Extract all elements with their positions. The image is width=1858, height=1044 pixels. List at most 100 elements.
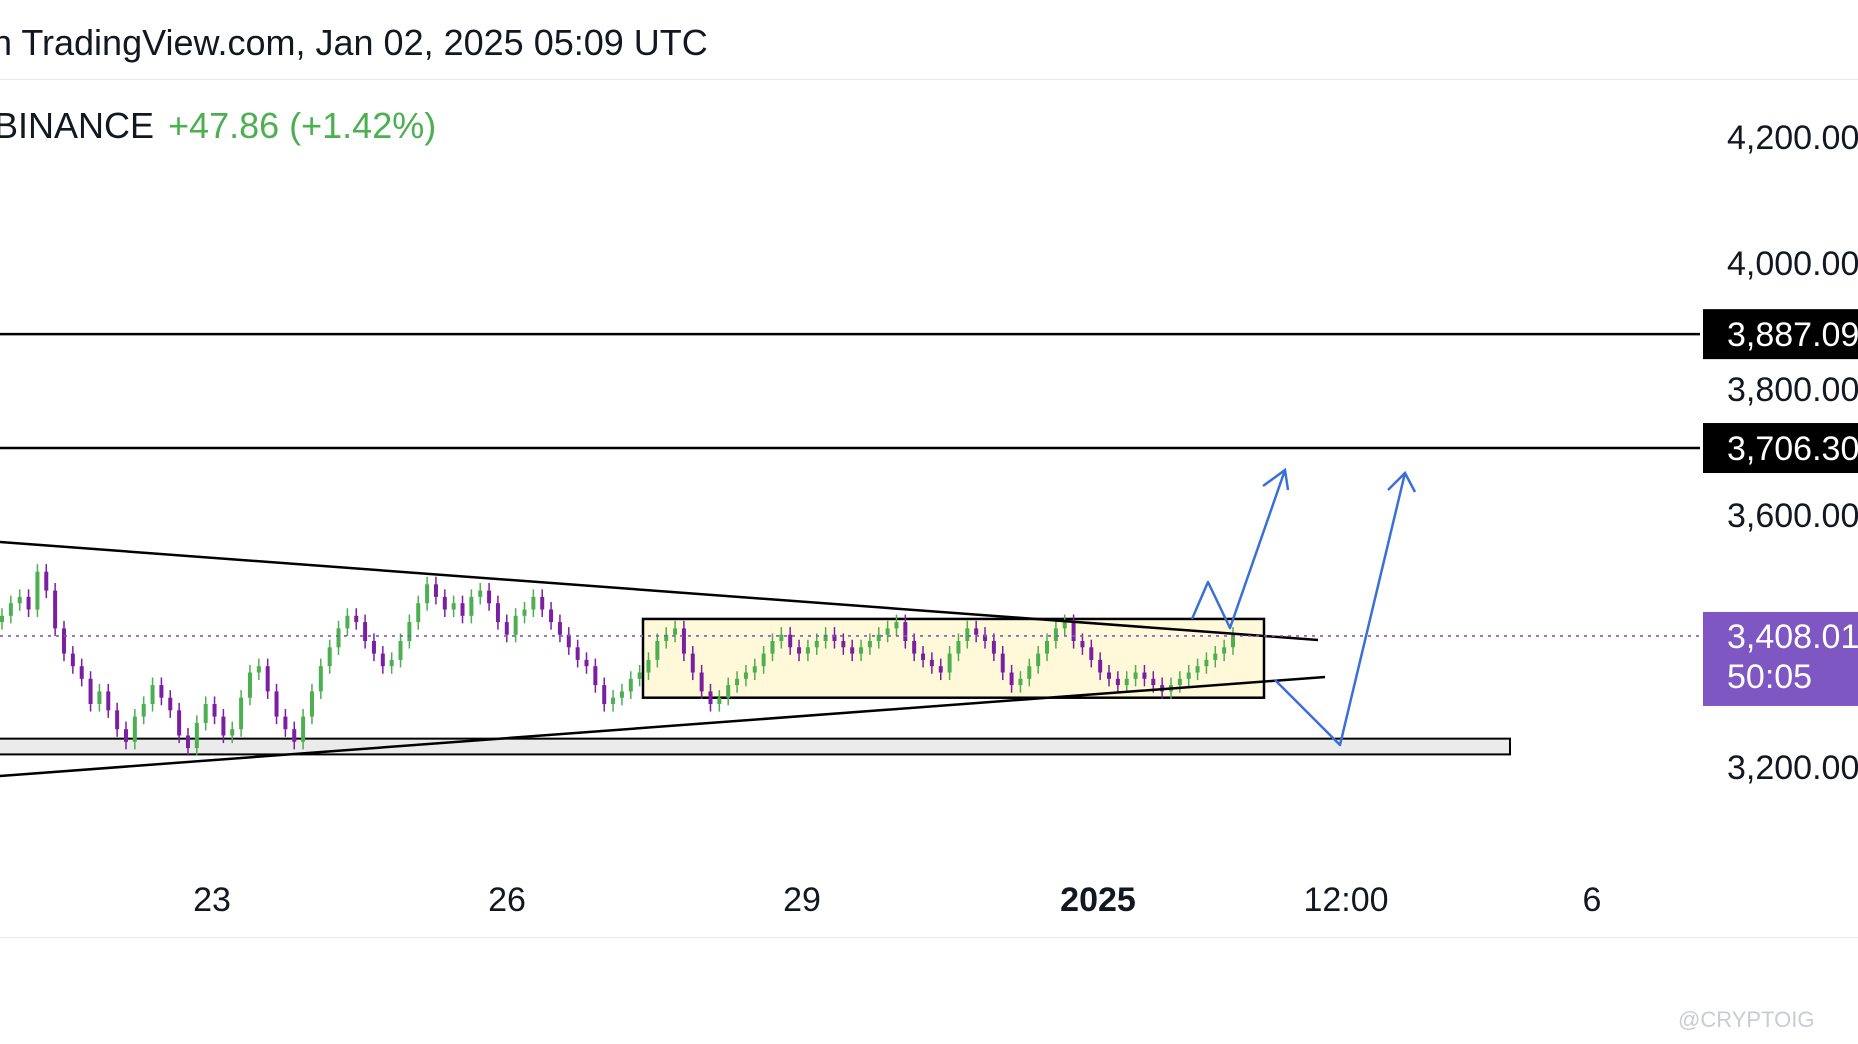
candle-body [1018, 678, 1023, 686]
price-tick-label: 4,200.00 [1727, 119, 1858, 157]
candle-body [495, 603, 500, 623]
candle-body [681, 628, 686, 654]
candle-body [584, 659, 589, 667]
price-change: +47.86 (+1.42%) [168, 105, 437, 146]
candle-body [469, 596, 474, 616]
candle-body [974, 628, 979, 635]
candle-body [0, 615, 4, 623]
candle-body [88, 678, 93, 704]
candle-body [1124, 678, 1129, 686]
candle-body [345, 615, 350, 629]
candle-body [487, 590, 492, 604]
candle-body [743, 672, 748, 679]
candle-body [35, 571, 40, 610]
candle-body [779, 634, 784, 641]
candle-body [123, 729, 128, 742]
candle-body [1115, 678, 1120, 686]
arrow-head [1387, 470, 1417, 493]
candle-body [1062, 622, 1067, 629]
arrow-head [1262, 467, 1290, 491]
candle-body [1231, 634, 1235, 648]
retest-projection-arrow [1274, 472, 1407, 747]
candle-body [859, 647, 864, 654]
candle-body [832, 634, 837, 641]
candle-body [451, 603, 456, 610]
candle-body [177, 710, 182, 736]
candle-body [239, 697, 244, 730]
candle-body [1222, 647, 1227, 654]
candle-body [752, 666, 757, 673]
candle-body [292, 729, 297, 742]
candle-body [991, 641, 996, 654]
candle-body [460, 603, 465, 616]
candle-body [1151, 678, 1156, 686]
candle-body [841, 641, 846, 648]
candle-body [761, 653, 766, 667]
candle-body [1133, 672, 1138, 679]
candle-body [327, 647, 332, 667]
candle-body [256, 666, 261, 673]
candle-body [371, 641, 376, 654]
price-tick-label: 3,600.00 [1727, 497, 1858, 535]
candle-body [549, 609, 554, 623]
chart-header: n TradingView.com, Jan 02, 2025 05:09 UT… [0, 0, 1858, 80]
candle-body [602, 685, 607, 704]
candle-body [646, 659, 651, 673]
price-tick-label: 3,200.00 [1727, 749, 1858, 787]
candle-body [1213, 653, 1218, 660]
candle-body [814, 641, 819, 648]
candle-body [115, 710, 120, 730]
candle-body [132, 716, 137, 742]
candle-body [212, 704, 217, 717]
candle-body [398, 641, 403, 660]
support-zone [0, 737, 1511, 756]
candle-body [425, 584, 430, 604]
candle-body [690, 653, 695, 673]
candle-body [1027, 666, 1032, 679]
candle-body [433, 584, 438, 597]
candle-body [1177, 678, 1182, 686]
candle-body [1098, 659, 1103, 673]
candle-body [363, 622, 368, 641]
level-tag-label: 3,887.09 [1727, 316, 1858, 354]
candle-body [44, 571, 49, 591]
candle-body [380, 653, 385, 667]
candle-body [735, 678, 740, 686]
candle-body [274, 691, 279, 717]
candle-body [983, 634, 988, 641]
candle-body [823, 634, 828, 641]
time-tick-label: 2025 [1060, 881, 1136, 919]
candle-body [655, 641, 660, 660]
candle-body [708, 691, 713, 704]
level-tag-label: 3,706.30 [1727, 430, 1858, 468]
candle-body [442, 596, 447, 610]
candle-body [894, 622, 899, 629]
candle-body [726, 685, 731, 698]
candle-body [1107, 672, 1112, 679]
candle-body [61, 628, 66, 654]
candle-body [557, 622, 562, 635]
candle-body [354, 615, 359, 623]
candle-body [947, 653, 952, 673]
triangle-upper-line [0, 540, 1319, 642]
candle-body [265, 666, 270, 692]
candle-body [770, 641, 775, 654]
candle-body [788, 634, 793, 648]
candle-body [965, 628, 970, 641]
candle-body [1036, 653, 1041, 667]
candle-body [522, 609, 527, 616]
candle-body [79, 666, 84, 679]
candle-body [230, 729, 235, 736]
candle-body [70, 653, 75, 667]
candle-body [53, 590, 58, 629]
time-tick-label: 6 [1583, 881, 1602, 919]
header-title: n TradingView.com, Jan 02, 2025 05:09 UT… [0, 22, 708, 63]
candle-body [1045, 641, 1050, 654]
candle-body [283, 716, 288, 730]
level-tag [1703, 423, 1858, 474]
candle-body [929, 659, 934, 667]
candle-body [336, 628, 341, 648]
candle-body [194, 722, 199, 749]
